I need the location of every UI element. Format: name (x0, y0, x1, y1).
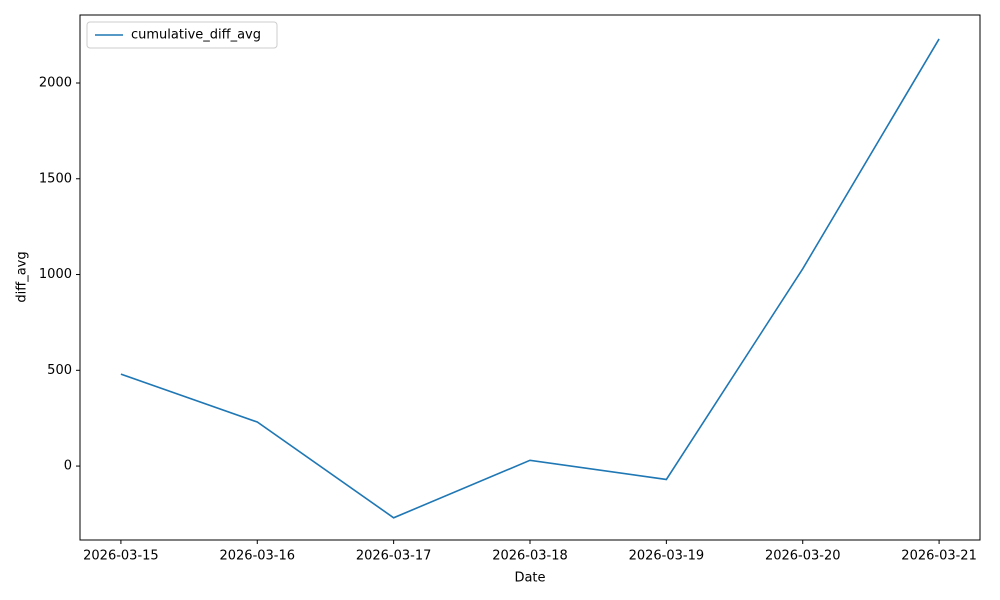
y-tick-label: 1500 (39, 171, 72, 186)
x-tick-label: 2026-03-20 (765, 549, 841, 564)
legend-box (86, 21, 278, 49)
x-tick-label: 2026-03-16 (219, 549, 295, 564)
x-tick-label: 2026-03-21 (901, 549, 977, 564)
x-axis-label: Date (514, 571, 545, 586)
y-axis-label: diff_avg (15, 251, 30, 302)
x-tick-label: 2026-03-18 (492, 549, 568, 564)
x-tick-label: 2026-03-15 (83, 549, 159, 564)
legend-label: cumulative_diff_avg (131, 28, 261, 43)
y-tick-label: 1000 (39, 267, 72, 282)
x-tick-label: 2026-03-17 (356, 549, 432, 564)
y-tick-label: 2000 (39, 75, 72, 90)
y-tick-label: 500 (47, 363, 72, 378)
x-tick-label: 2026-03-19 (629, 549, 705, 564)
y-tick-label: 0 (64, 459, 72, 474)
plot-frame (79, 14, 981, 541)
data-line (120, 38, 940, 519)
